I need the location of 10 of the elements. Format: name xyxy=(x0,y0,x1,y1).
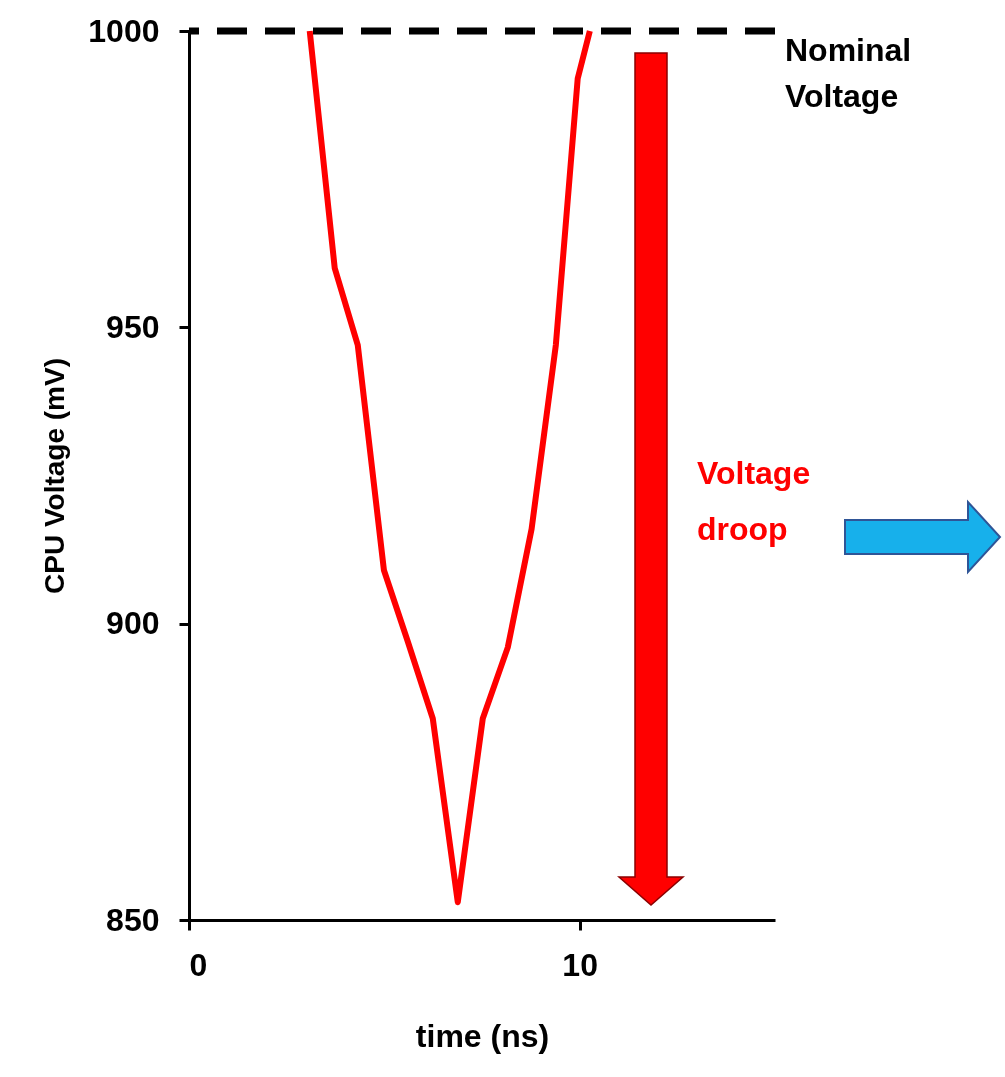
ref-line-label: Nominal Voltage xyxy=(785,32,912,114)
x-tick-label: 0 xyxy=(189,946,208,983)
y-tick-label: 950 xyxy=(106,308,160,345)
y-tick-label: 1000 xyxy=(88,12,160,49)
x-tick-label: 10 xyxy=(562,946,598,983)
y-tick-label: 850 xyxy=(106,901,160,938)
y-tick-label: 900 xyxy=(106,605,160,642)
y-axis-title: CPU Voltage (mV) xyxy=(39,358,71,594)
x-axis-title: time (ns) xyxy=(415,1017,550,1054)
annotation: Voltage droop xyxy=(697,455,811,547)
